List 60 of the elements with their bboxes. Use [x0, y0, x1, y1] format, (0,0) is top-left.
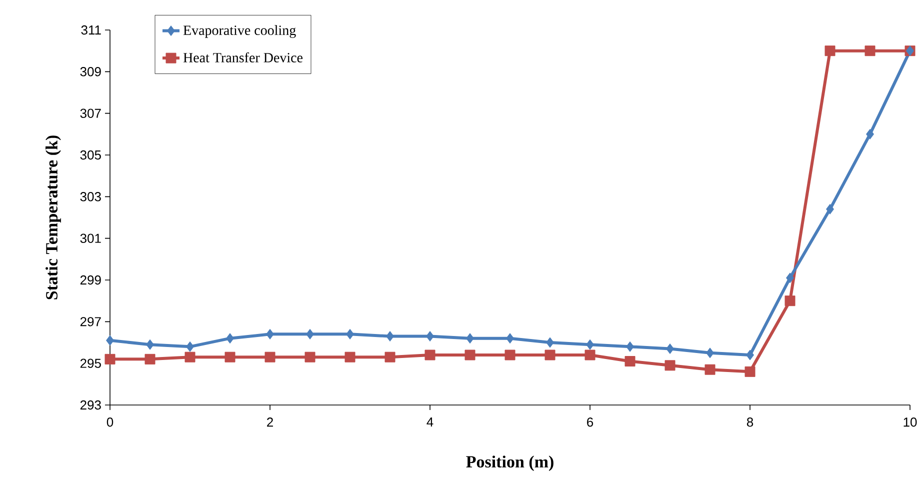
y-tick-label: 299 — [80, 275, 101, 285]
point — [226, 333, 234, 344]
point — [104, 354, 116, 364]
point — [386, 331, 394, 342]
point — [864, 46, 876, 56]
y-tick-label: 301 — [80, 234, 101, 243]
point — [546, 337, 554, 348]
x-tick-label: 2 — [267, 418, 273, 427]
y-axis-title: Static Temperature (k) — [46, 136, 61, 300]
legend-label: Heat Transfer Device — [183, 52, 303, 62]
x-tick-label: 4 — [426, 418, 434, 426]
y-tick-label: 293 — [80, 400, 101, 410]
y-tick-label: 305 — [80, 150, 101, 160]
point — [624, 356, 636, 366]
point — [344, 352, 356, 362]
y-tick-label: 311 — [81, 25, 101, 35]
point — [306, 328, 314, 340]
point — [586, 339, 594, 350]
point — [666, 344, 674, 354]
y-tick-label: 297 — [80, 317, 101, 326]
point — [744, 366, 756, 377]
point — [784, 296, 796, 306]
x-tick-label: 8 — [746, 418, 754, 427]
point — [626, 341, 634, 352]
point — [304, 352, 316, 362]
point — [664, 360, 676, 371]
x-tick-label: 0 — [106, 418, 114, 427]
point — [824, 46, 836, 56]
point — [786, 272, 794, 284]
point — [464, 350, 476, 360]
y-tick-label: 303 — [80, 192, 101, 202]
point — [826, 204, 834, 214]
point — [346, 328, 354, 340]
point — [506, 333, 514, 344]
legend-label: Evaporative cooling — [183, 25, 296, 38]
point — [426, 331, 434, 342]
point — [266, 328, 274, 340]
point — [746, 350, 754, 360]
point — [146, 339, 154, 350]
point — [106, 335, 114, 346]
y-tick-label: 307 — [80, 108, 101, 118]
point — [144, 354, 156, 364]
point — [866, 128, 874, 140]
point — [504, 350, 516, 360]
point — [584, 350, 596, 360]
point — [424, 350, 436, 360]
x-axis-title: Position (m) — [466, 456, 554, 471]
point — [224, 352, 236, 362]
y-tick-label: 309 — [80, 67, 101, 76]
y-tick-label: 295 — [80, 358, 101, 368]
point — [264, 352, 276, 362]
point — [704, 364, 716, 375]
point — [384, 352, 396, 362]
point — [706, 348, 714, 358]
x-tick-label: 10 — [904, 418, 917, 427]
point — [544, 350, 556, 360]
point — [186, 341, 194, 352]
point — [184, 352, 196, 362]
point — [466, 333, 474, 344]
x-tick-label: 6 — [587, 418, 594, 427]
